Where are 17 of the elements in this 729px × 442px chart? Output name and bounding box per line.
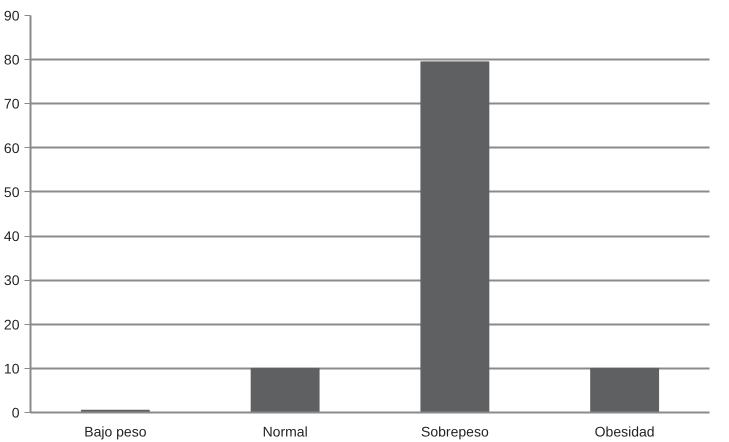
x-tick-label: Sobrepeso: [421, 424, 489, 440]
x-tick-label: Bajo peso: [84, 424, 147, 440]
bar: [590, 368, 660, 412]
y-tick-label: 10: [4, 360, 20, 376]
y-tick-label: 0: [12, 404, 20, 420]
y-tick-label: 40: [4, 228, 20, 244]
y-tick-label: 20: [4, 316, 20, 332]
bar: [420, 61, 490, 412]
y-tick-label: 80: [4, 52, 20, 68]
y-tick-label: 70: [4, 96, 20, 112]
bar: [250, 368, 320, 412]
y-tick-label: 50: [4, 184, 20, 200]
y-tick-label: 30: [4, 272, 20, 288]
y-tick-label: 90: [4, 8, 20, 24]
y-tick-label: 60: [4, 140, 20, 156]
x-tick-label: Normal: [262, 424, 308, 440]
x-tick-label: Obesidad: [594, 424, 655, 440]
